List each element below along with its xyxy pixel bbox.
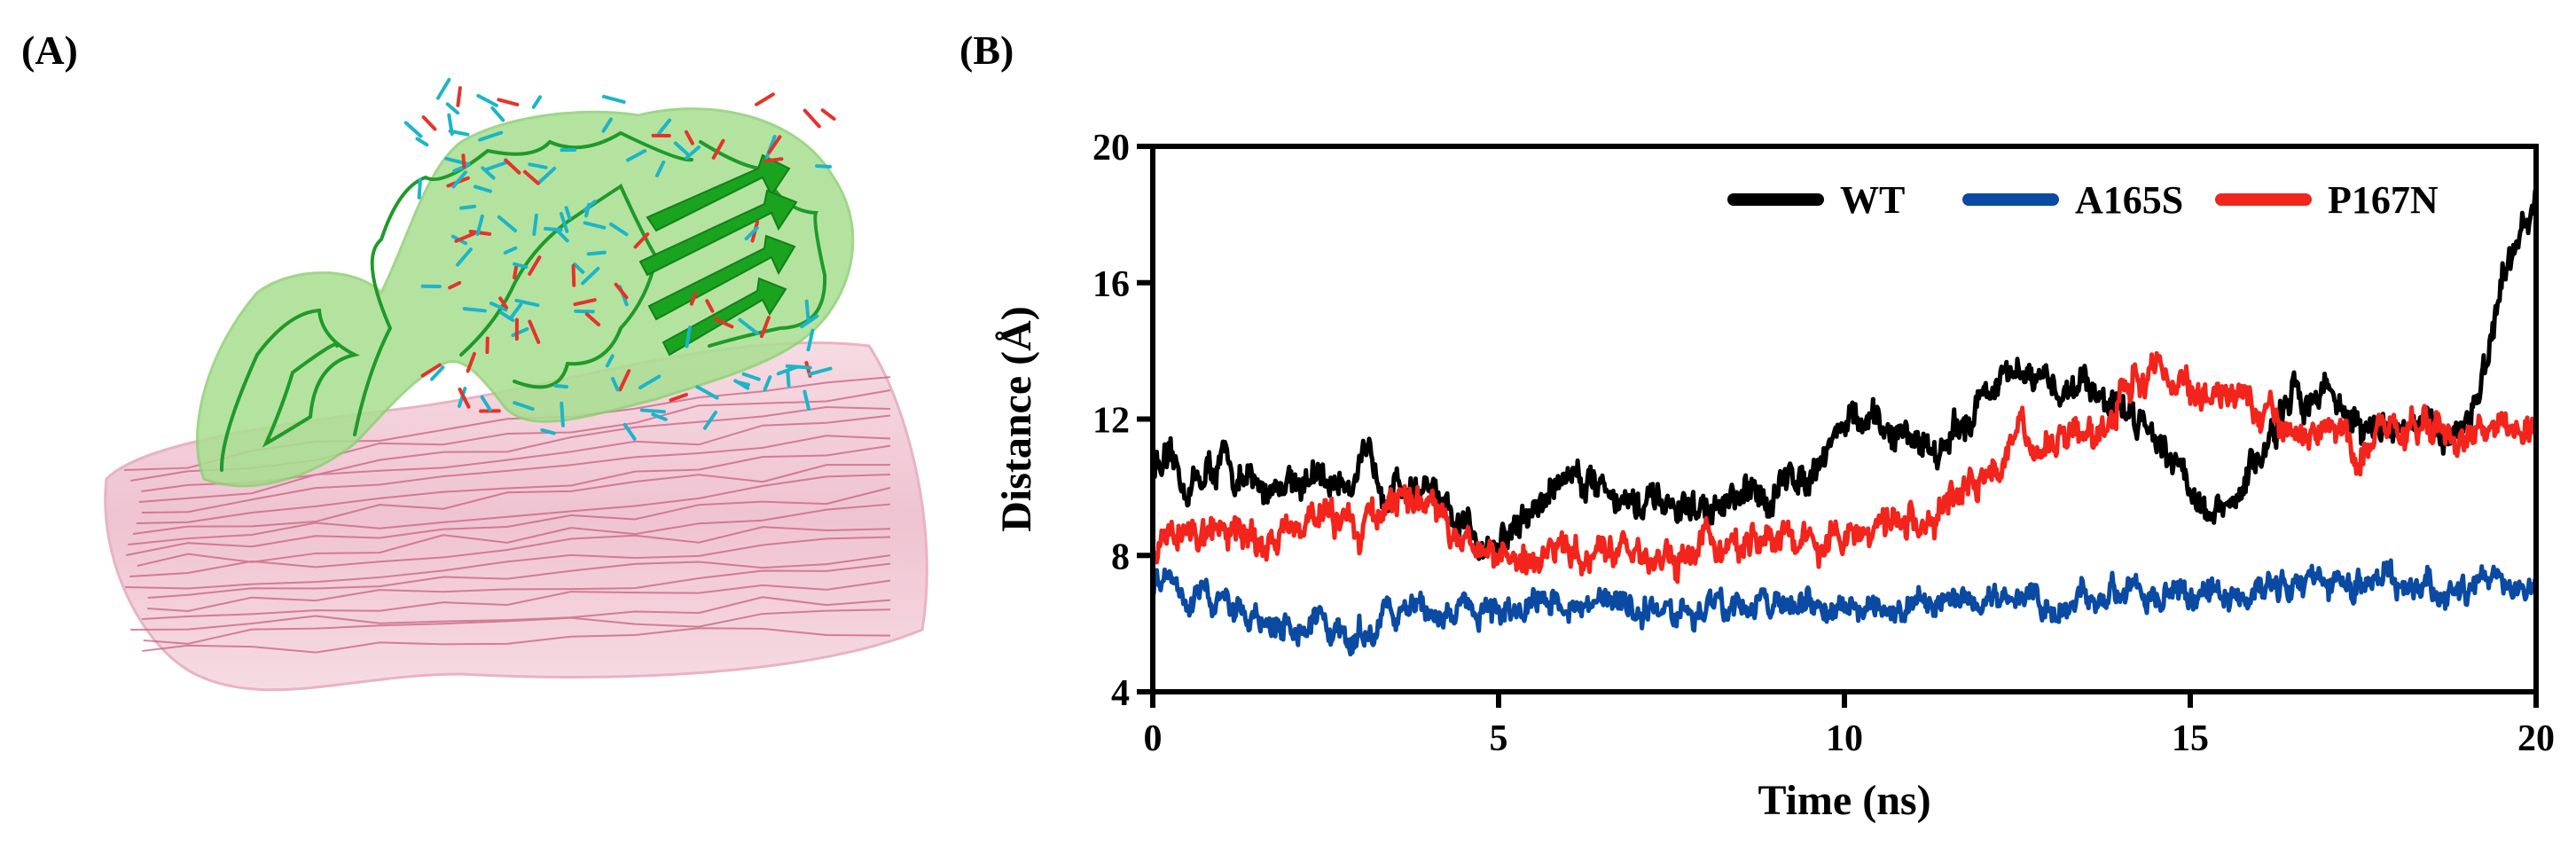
glycan-bond xyxy=(534,216,536,234)
y-tick-label: 4 xyxy=(1111,673,1130,714)
glycan-bond xyxy=(805,111,819,127)
glycan-bond xyxy=(555,386,567,387)
glycan-bond xyxy=(458,88,460,106)
glycan-bond xyxy=(438,80,449,98)
glycan-bond xyxy=(756,94,773,105)
glycan-bond xyxy=(465,309,485,310)
glycan-bond xyxy=(642,410,664,412)
glycan-bond xyxy=(498,99,517,105)
panel-label-a: (A) xyxy=(21,27,78,74)
glycan-bond xyxy=(574,266,575,286)
glycan-bond xyxy=(424,117,435,129)
glycan-bond xyxy=(738,382,748,385)
legend-label-a165s: A165S xyxy=(2075,178,2183,222)
glycan-bond xyxy=(787,371,788,386)
glycan-bond xyxy=(478,96,497,106)
x-tick-label: 10 xyxy=(1826,718,1863,759)
glycan-bond xyxy=(589,253,605,255)
glycan-bond xyxy=(604,97,624,102)
y-tick-label: 16 xyxy=(1092,264,1130,305)
series-layer xyxy=(1153,191,2536,654)
glycan-bond xyxy=(561,404,563,426)
y-tick-label: 12 xyxy=(1092,401,1130,442)
y-axis-title: Distance (Å) xyxy=(993,306,1040,532)
glycan-bond xyxy=(807,302,809,323)
glycan-bond xyxy=(492,108,503,121)
glycan-bond xyxy=(514,265,516,278)
glycan-bond xyxy=(534,97,540,106)
glycan-bond xyxy=(461,207,474,208)
glycan-bond xyxy=(463,155,464,167)
x-axis-title: Time (ns) xyxy=(1758,777,1930,824)
x-tick-label: 0 xyxy=(1144,718,1163,759)
panel-label-b: (B) xyxy=(959,27,1014,74)
x-tick-label: 20 xyxy=(2517,718,2555,759)
molecular-structure-image xyxy=(89,62,940,718)
legend-label-wt: WT xyxy=(1840,178,1905,222)
glycan-bond xyxy=(419,180,420,198)
legend: WT A165S P167N xyxy=(1734,178,2439,222)
series-line-a165s xyxy=(1153,561,2536,655)
legend-label-p167n: P167N xyxy=(2328,178,2439,222)
x-tick-label: 5 xyxy=(1490,718,1508,759)
glycan-bond xyxy=(765,159,781,161)
protein-fibril-complex xyxy=(89,62,940,718)
x-tick-label: 15 xyxy=(2172,718,2209,759)
glycan-bond xyxy=(817,166,830,167)
glycan-bond xyxy=(823,110,834,119)
glycan-bond xyxy=(406,122,421,136)
y-tick-label: 8 xyxy=(1111,537,1130,577)
y-tick-label: 20 xyxy=(1092,128,1130,169)
glycan-bond xyxy=(545,229,561,230)
glycan-bond xyxy=(417,138,427,145)
series-line-wt xyxy=(1153,191,2536,559)
